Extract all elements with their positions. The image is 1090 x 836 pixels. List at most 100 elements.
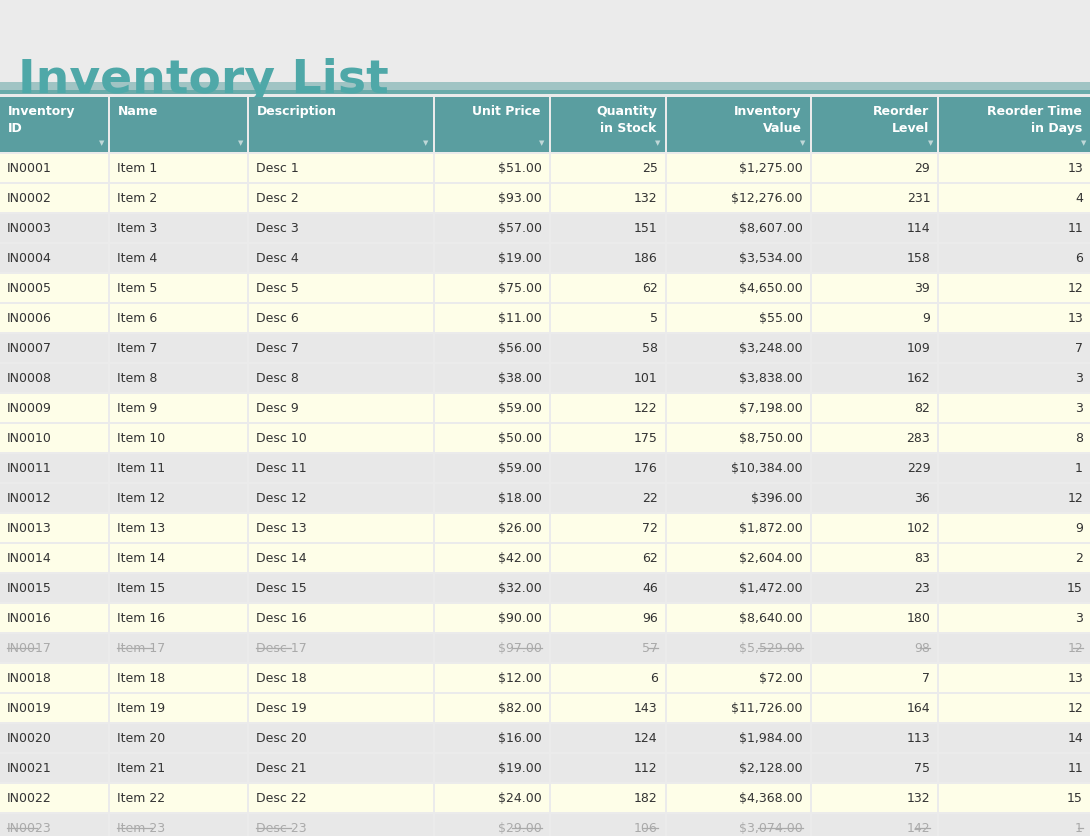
Text: $24.00: $24.00 <box>498 792 542 804</box>
Text: Item 8: Item 8 <box>117 371 158 385</box>
Text: Desc 22: Desc 22 <box>256 792 307 804</box>
Text: $396.00: $396.00 <box>751 492 802 504</box>
Text: Desc 16: Desc 16 <box>256 611 307 624</box>
Text: IN0001: IN0001 <box>7 161 52 175</box>
Bar <box>0 634 108 662</box>
Text: IN0019: IN0019 <box>7 701 51 715</box>
Text: $56.00: $56.00 <box>498 341 542 354</box>
Text: $42.00: $42.00 <box>498 552 542 564</box>
Bar <box>812 514 937 542</box>
Bar <box>435 754 548 782</box>
Bar <box>550 394 665 422</box>
Text: $3,248.00: $3,248.00 <box>739 341 802 354</box>
Bar <box>940 454 1090 482</box>
Bar <box>110 574 247 602</box>
Text: IN0013: IN0013 <box>7 522 51 534</box>
Text: Item 20: Item 20 <box>117 732 166 745</box>
Bar <box>0 424 108 452</box>
Bar <box>0 214 108 242</box>
Text: 132: 132 <box>634 191 657 205</box>
Text: Quantity
in Stock: Quantity in Stock <box>596 105 657 135</box>
Bar <box>550 97 665 152</box>
Bar <box>940 97 1090 152</box>
Text: IN0014: IN0014 <box>7 552 51 564</box>
Bar <box>667 754 810 782</box>
Text: 13: 13 <box>1067 671 1083 685</box>
Text: 39: 39 <box>915 282 930 294</box>
Bar <box>667 484 810 512</box>
Text: 25: 25 <box>642 161 657 175</box>
Bar <box>940 304 1090 332</box>
Bar <box>110 304 247 332</box>
Bar <box>250 574 433 602</box>
Text: $1,872.00: $1,872.00 <box>739 522 802 534</box>
Text: 62: 62 <box>642 282 657 294</box>
Text: 11: 11 <box>1067 762 1083 774</box>
Bar <box>812 364 937 392</box>
Text: IN0016: IN0016 <box>7 611 51 624</box>
Bar <box>110 154 247 182</box>
Text: Item 21: Item 21 <box>117 762 166 774</box>
Text: $3,534.00: $3,534.00 <box>739 252 802 264</box>
Text: IN0008: IN0008 <box>7 371 52 385</box>
Text: 98: 98 <box>915 641 930 655</box>
Text: $82.00: $82.00 <box>498 701 542 715</box>
Text: Desc 17: Desc 17 <box>256 641 307 655</box>
Bar <box>435 454 548 482</box>
Text: 106: 106 <box>634 822 657 834</box>
Bar <box>940 244 1090 272</box>
Bar <box>550 514 665 542</box>
Bar <box>812 244 937 272</box>
Bar <box>550 754 665 782</box>
Text: ▼: ▼ <box>928 140 933 146</box>
Text: 143: 143 <box>634 701 657 715</box>
Bar <box>0 364 108 392</box>
Bar <box>812 754 937 782</box>
Bar <box>435 814 548 836</box>
Text: $93.00: $93.00 <box>498 191 542 205</box>
Text: $3,074.00: $3,074.00 <box>739 822 802 834</box>
Text: ▼: ▼ <box>99 140 105 146</box>
Bar <box>667 724 810 752</box>
Bar <box>435 574 548 602</box>
Text: 124: 124 <box>634 732 657 745</box>
Text: IN0023: IN0023 <box>7 822 51 834</box>
Text: Item 15: Item 15 <box>117 582 166 594</box>
Bar <box>550 214 665 242</box>
Text: 12: 12 <box>1067 492 1083 504</box>
Text: 132: 132 <box>907 792 930 804</box>
Bar <box>250 604 433 632</box>
Text: Unit Price: Unit Price <box>472 105 541 118</box>
Text: $4,368.00: $4,368.00 <box>739 792 802 804</box>
Bar <box>550 574 665 602</box>
Bar <box>667 664 810 692</box>
Text: Item 17: Item 17 <box>117 641 166 655</box>
Text: ▼: ▼ <box>540 140 545 146</box>
Text: 46: 46 <box>642 582 657 594</box>
Text: IN0010: IN0010 <box>7 431 52 445</box>
Text: IN0020: IN0020 <box>7 732 52 745</box>
Text: Item 12: Item 12 <box>117 492 166 504</box>
Bar <box>0 394 108 422</box>
Bar <box>250 694 433 722</box>
Text: 112: 112 <box>634 762 657 774</box>
Text: 75: 75 <box>915 762 930 774</box>
Bar <box>550 364 665 392</box>
Text: $2,604.00: $2,604.00 <box>739 552 802 564</box>
Bar <box>550 334 665 362</box>
Bar <box>0 754 108 782</box>
Bar <box>667 274 810 302</box>
Text: ▼: ▼ <box>238 140 243 146</box>
Bar <box>550 484 665 512</box>
Text: 3: 3 <box>1075 611 1083 624</box>
Text: 12: 12 <box>1067 641 1083 655</box>
Text: Desc 21: Desc 21 <box>256 762 307 774</box>
Bar <box>812 274 937 302</box>
Bar <box>110 694 247 722</box>
Text: 182: 182 <box>634 792 657 804</box>
Bar <box>110 634 247 662</box>
Text: $90.00: $90.00 <box>498 611 542 624</box>
Bar <box>550 724 665 752</box>
Text: Item 1: Item 1 <box>117 161 157 175</box>
Text: $1,275.00: $1,275.00 <box>739 161 802 175</box>
